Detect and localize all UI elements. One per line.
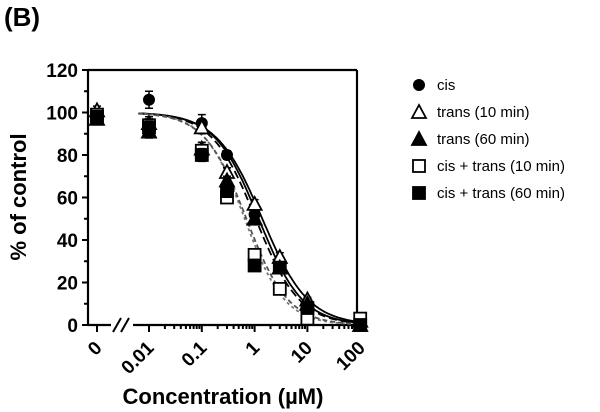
x-tick-label: 0.01	[118, 337, 159, 378]
legend-label-cis-trans-10-min-: cis + trans (10 min)	[437, 158, 565, 175]
y-tick-label: 120	[46, 61, 78, 82]
y-tick-label: 20	[57, 274, 78, 295]
y-tick-label: 40	[57, 231, 78, 252]
legend-marker-cis	[413, 79, 425, 91]
fit-curve-cis-trans-10-min-	[138, 112, 361, 326]
data-point-trans-10-min-	[193, 118, 211, 135]
x-tick-label: 100	[332, 338, 369, 375]
y-tick-label: 100	[46, 104, 78, 125]
fit-curve-cis	[138, 112, 361, 324]
legend-label-trans-60-min-: trans (60 min)	[437, 131, 530, 148]
panel-label: (B)	[4, 2, 41, 32]
data-point-cis-trans-60-min-	[142, 120, 156, 135]
legend-marker-cis-trans-10-min-	[412, 159, 426, 173]
fit-curve-cis-trans-60-min-	[138, 112, 361, 325]
legend-label-cis-trans-60-min-: cis + trans (60 min)	[437, 185, 565, 202]
data-point-trans-60-min-	[246, 209, 264, 226]
y-tick-label: 60	[57, 189, 78, 210]
fit-curve-trans-10-min-	[138, 112, 361, 323]
x-tick-label: 0	[84, 338, 106, 360]
data-point-cis	[220, 149, 233, 161]
legend-label-trans-10-min-: trans (10 min)	[437, 104, 530, 121]
y-tick-label: 80	[57, 146, 78, 167]
legend-marker-trans-10-min-	[410, 103, 428, 119]
x-tick-label: 0.1	[178, 337, 212, 371]
data-point-cis-trans-60-min-	[300, 301, 315, 315]
data-point-cis-trans-10-min-	[272, 281, 287, 296]
axis-break-mark	[112, 317, 122, 333]
y-axis-label: % of control	[6, 133, 31, 260]
data-point-cis-trans-60-min-	[353, 318, 368, 332]
data-point-cis-trans-60-min-	[247, 258, 262, 273]
legend-label-cis: cis	[437, 77, 455, 94]
data-point-cis	[143, 93, 155, 106]
x-axis-label: Concentration (µM)	[123, 384, 324, 409]
data-point-cis-trans-60-min-	[194, 148, 209, 162]
x-tick-label: 10	[287, 338, 317, 368]
x-tick-label: 1	[242, 337, 265, 360]
axis-break-mark	[120, 317, 130, 333]
data-point-cis-trans-60-min-	[90, 109, 104, 124]
fit-curve-trans-60-min-	[138, 112, 361, 325]
data-point-cis-trans-60-min-	[220, 184, 234, 199]
data-point-cis-trans-60-min-	[272, 260, 287, 275]
legend-marker-trans-60-min-	[410, 130, 428, 146]
y-tick-label: 0	[67, 316, 78, 337]
legend-marker-cis-trans-60-min-	[412, 186, 426, 200]
